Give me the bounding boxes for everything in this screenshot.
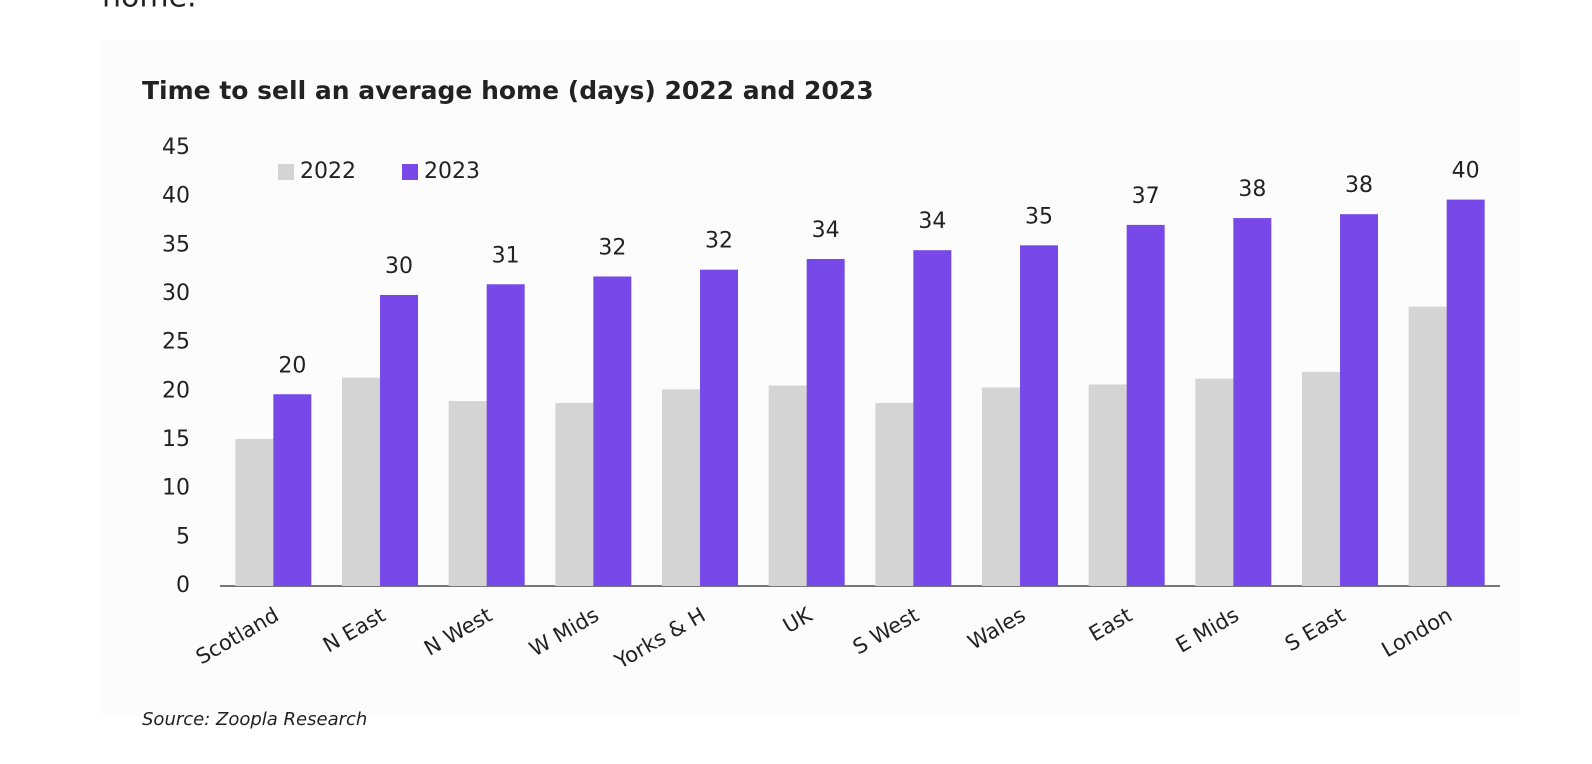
bar xyxy=(982,387,1020,586)
bar xyxy=(235,439,274,586)
source: Source: Zoopla Research xyxy=(142,709,367,730)
y-tick-label: 30 xyxy=(162,281,190,306)
page-text: home. xyxy=(102,0,197,15)
chart-title: Time to sell an average home (days) 2022… xyxy=(142,76,874,105)
bar xyxy=(806,258,845,586)
bar xyxy=(342,377,380,586)
data-label: 31 xyxy=(492,243,520,268)
y-tick-label: 45 xyxy=(162,135,190,160)
y-tick-label: 15 xyxy=(162,427,190,452)
bar xyxy=(1088,384,1127,586)
data-label: 34 xyxy=(918,209,946,234)
bar xyxy=(1446,199,1485,586)
bar xyxy=(448,401,487,586)
bar xyxy=(1020,245,1058,587)
y-tick-label: 40 xyxy=(162,184,190,209)
bar xyxy=(1302,371,1340,586)
data-label: 38 xyxy=(1238,177,1266,202)
data-label: 20 xyxy=(278,353,306,378)
data-label: 35 xyxy=(1025,204,1053,229)
bar xyxy=(593,276,632,586)
y-tick-label: 10 xyxy=(162,476,190,501)
y-tick-label: 35 xyxy=(162,232,190,257)
legend-swatch xyxy=(278,164,294,180)
bar xyxy=(1126,224,1165,587)
bar xyxy=(1340,214,1378,587)
bar xyxy=(875,403,914,586)
bar xyxy=(273,394,312,586)
bar xyxy=(1408,306,1447,586)
data-label: 40 xyxy=(1452,159,1480,184)
bar xyxy=(1233,218,1272,586)
data-label: 32 xyxy=(598,235,626,260)
legend-label: 2022 xyxy=(300,159,356,184)
y-tick-label: 5 xyxy=(176,524,190,549)
data-label: 37 xyxy=(1132,184,1160,209)
data-label: 38 xyxy=(1345,173,1373,198)
bar xyxy=(700,269,738,586)
bar xyxy=(1195,378,1234,586)
bar xyxy=(768,385,807,586)
legend-label: 2023 xyxy=(424,159,480,184)
data-label: 30 xyxy=(385,254,413,279)
bar xyxy=(913,250,952,586)
data-label: 34 xyxy=(812,218,840,243)
y-tick-label: 20 xyxy=(162,378,190,403)
data-label: 32 xyxy=(705,229,733,254)
bar xyxy=(662,389,700,586)
y-tick-label: 0 xyxy=(176,573,190,598)
y-tick-label: 25 xyxy=(162,330,190,355)
bar xyxy=(486,284,525,586)
bar xyxy=(555,403,594,586)
bar xyxy=(380,294,418,586)
legend-swatch xyxy=(402,164,418,180)
